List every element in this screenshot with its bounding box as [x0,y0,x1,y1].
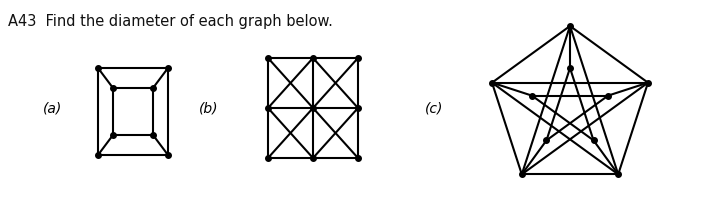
Text: (c): (c) [424,101,443,115]
Text: A43  Find the diameter of each graph below.: A43 Find the diameter of each graph belo… [8,14,333,29]
Text: (a): (a) [43,101,62,115]
Text: (b): (b) [198,101,218,115]
